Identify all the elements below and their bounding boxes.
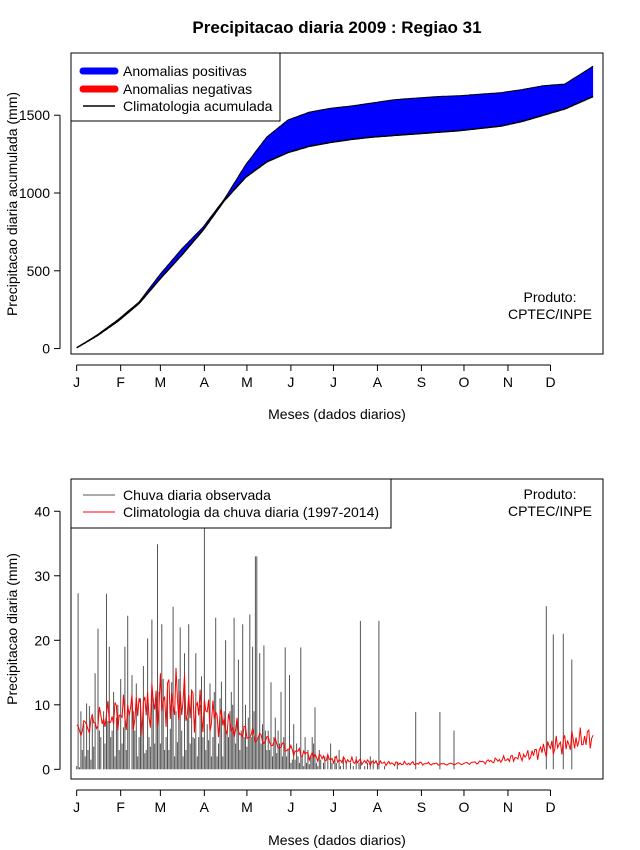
bottom-x-tick-label: F (116, 799, 125, 815)
bottom-x-tick-label: J (330, 799, 337, 815)
top-y-tick-label: 1500 (19, 107, 50, 123)
top-y-tick-label: 1000 (19, 185, 50, 201)
bottom-y-tick-label: 10 (34, 697, 50, 713)
observed-accumulated-line (76, 65, 594, 349)
positive-anomaly-area (76, 66, 594, 348)
top-y-tick-label: 0 (42, 341, 50, 357)
figure-title: Precipitacao diaria 2009 : Regiao 31 (192, 18, 481, 37)
top-annotation-line-1: Produto: (524, 289, 577, 305)
bottom-x-tick-label: J (287, 799, 294, 815)
bottom-x-tick-label: N (503, 799, 513, 815)
top-x-tick-label: D (545, 374, 555, 390)
bottom-x-tick-label: O (459, 799, 470, 815)
top-y-tick-label: 500 (27, 263, 51, 279)
top-x-tick-label: A (373, 374, 383, 390)
daily-precipitation-chart: J F M A M J J A S O N D 0 10 20 30 40 Meses (dados diar… (4, 478, 604, 848)
top-x-tick-label: F (116, 374, 125, 390)
top-x-axis-label: Meses (dados diarios) (268, 406, 406, 422)
top-plot-frame (70, 52, 604, 355)
bottom-y-tick-label: 0 (42, 761, 50, 777)
top-y-axis-label: Precipitacao diaria acumulada (mm) (4, 92, 20, 316)
bottom-x-tick-label: D (545, 799, 555, 815)
bottom-y-axis-label: Precipitacao diaria (mm) (4, 553, 20, 705)
top-x-tick-label: A (200, 374, 210, 390)
top-x-tick-label: S (417, 374, 426, 390)
bottom-x-tick-label: M (241, 799, 253, 815)
bottom-annotation-line-1: Produto: (524, 486, 577, 502)
top-legend: Anomalias positivas Anomalias negativas … (70, 52, 281, 122)
top-area-layer (76, 65, 594, 349)
bottom-y-tick-label: 20 (34, 632, 50, 648)
top-x-tick-label: O (459, 374, 470, 390)
legend-label-climatology: Climatologia acumulada (123, 98, 273, 114)
top-y-ticks: 0 500 1000 1500 (19, 107, 61, 357)
top-x-tick-label: M (155, 374, 167, 390)
climatology-daily-line (76, 667, 594, 767)
bottom-x-tick-label: M (155, 799, 167, 815)
legend-label-positive: Anomalias positivas (123, 63, 247, 79)
bottom-x-axis-label: Meses (dados diarios) (268, 832, 406, 848)
top-annotation-line-2: CPTEC/INPE (508, 306, 592, 322)
top-x-tick-label: J (330, 374, 337, 390)
top-x-tick-label: M (241, 374, 253, 390)
bottom-x-tick-label: A (200, 799, 210, 815)
bottom-y-tick-label: 30 (34, 568, 50, 584)
legend-label-negative: Anomalias negativas (123, 81, 252, 97)
legend-label-observed: Chuva diaria observada (123, 487, 271, 503)
bottom-legend-box (70, 478, 392, 529)
climatology-daily-line-layer (76, 667, 594, 767)
climatology-accumulated-line (76, 95, 594, 349)
bottom-legend: Chuva diaria observada Climatologia da c… (70, 478, 392, 529)
top-x-tick-label: N (503, 374, 513, 390)
accumulated-precipitation-chart: J F M A M J J A S O N D 0 500 1000 1500 Meses (dados d… (4, 52, 604, 422)
observed-daily-bars (76, 526, 573, 770)
bottom-x-tick-label: A (373, 799, 383, 815)
top-x-tick-label: J (73, 374, 80, 390)
bottom-x-tick-label: S (417, 799, 426, 815)
bottom-y-ticks: 0 10 20 30 40 (34, 503, 61, 777)
bottom-y-tick-label: 40 (34, 503, 50, 519)
bottom-x-tick-label: J (73, 799, 80, 815)
legend-label-daily-climatology: Climatologia da chuva diaria (1997-2014) (123, 504, 379, 520)
bottom-annotation-line-2: CPTEC/INPE (508, 503, 592, 519)
top-x-tick-label: J (287, 374, 294, 390)
